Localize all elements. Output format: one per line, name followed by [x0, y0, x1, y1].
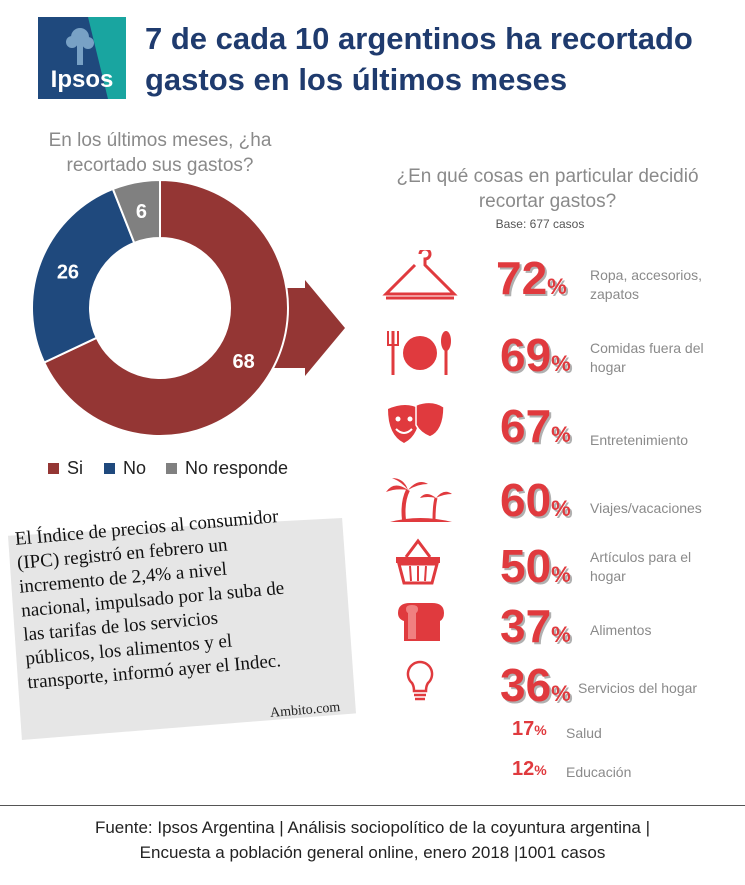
lightbulb-icon [406, 660, 434, 701]
label-line-2: hogar [590, 568, 626, 584]
donut-label-no-responde: 6 [136, 201, 147, 223]
legend-label-si: Si [67, 458, 84, 478]
category-row: 36% Servicios del hogar [380, 656, 740, 711]
breakdown-question: ¿En qué cosas en particular decidió reco… [370, 164, 725, 214]
legend-item-si: Si [48, 458, 83, 479]
label-line-1: Alimentos [590, 622, 652, 638]
label-line-1: Artículos para el [590, 549, 692, 565]
category-row: 60% Viajes/vacaciones [380, 470, 740, 525]
category-row: 37% Alimentos [380, 597, 740, 652]
value-number: 67 [500, 400, 552, 452]
label-line-1: Comidas fuera del [590, 340, 704, 356]
label-line-2: zapatos [590, 286, 640, 302]
legend-item-nr: No responde [166, 458, 288, 479]
label-line-1: Servicios del hogar [578, 680, 698, 696]
donut-slice-si [42, 180, 289, 437]
palm-trees-icon [386, 478, 452, 522]
value-number: 50 [500, 540, 552, 592]
legend-label-nr: No responde [185, 458, 289, 478]
label-viajes: Viajes/vacaciones [590, 499, 702, 518]
logo-text: Ipsos [51, 66, 114, 93]
title-line-1: 7 de cada 10 argentinos ha recortado [145, 21, 693, 56]
footer-divider [0, 805, 745, 806]
donut-slice-no [31, 187, 136, 364]
bread-icon [398, 603, 444, 641]
footer: Fuente: Ipsos Argentina | Análisis socio… [0, 815, 745, 865]
base-count: Base: 677 casos [495, 217, 585, 231]
value-number: 72 [496, 252, 548, 304]
label-line-1: Entretenimiento [590, 432, 689, 448]
value-viajes: 60% [500, 477, 571, 532]
label-servicios: Servicios del hogar [578, 679, 697, 698]
legend-item-no: No [104, 458, 146, 479]
donut-label-si: 68 [232, 351, 254, 373]
value-number: 36 [500, 659, 552, 711]
value-servicios: 36% [500, 662, 571, 717]
label-salud: Salud [566, 725, 602, 741]
label-line-1: Ropa, accesorios, [590, 267, 703, 283]
category-row: 67% Entretenimiento [380, 397, 740, 452]
value-unit: % [551, 422, 571, 447]
category-row: 50% Artículos para el hogar [380, 537, 740, 592]
legend-swatch-si [48, 463, 59, 474]
breakdown-question-line-2: recortar gastos? [478, 191, 617, 212]
value-articulos: 50% [500, 543, 571, 598]
label-entretenimiento: Entretenimiento [590, 431, 688, 450]
value-unit: % [551, 351, 571, 376]
page-title: 7 de cada 10 argentinos ha recortado gas… [145, 18, 735, 100]
donut-question-line-2: recortado sus gastos? [66, 155, 254, 176]
label-alimentos: Alimentos [590, 621, 651, 640]
value-unit: % [547, 274, 567, 299]
value-comidas: 69% [500, 332, 571, 387]
value-unit: % [534, 722, 547, 738]
label-line-1: Viajes/vacaciones [590, 500, 702, 516]
cutlery-icon [387, 331, 451, 375]
value-number: 17 [512, 718, 535, 740]
donut-question: En los últimos meses, ¿ha recortado sus … [20, 128, 300, 178]
footer-line-1: Fuente: Ipsos Argentina | Análisis socio… [94, 818, 651, 837]
value-number: 69 [500, 329, 552, 381]
value-entretenimiento: 67% [500, 403, 571, 458]
value-number: 12 [512, 758, 535, 780]
news-clipping-text: El Índice de precios al consumidor (IPC)… [14, 499, 357, 695]
breakdown-question-line-1: ¿En qué cosas en particular decidió [396, 166, 699, 187]
value-number: 60 [500, 474, 552, 526]
label-comidas: Comidas fuera del hogar [590, 339, 704, 377]
ipsos-logo: Ipsos [38, 17, 126, 99]
value-unit: % [551, 496, 571, 521]
legend-swatch-nr [166, 463, 177, 474]
legend-swatch-no [104, 463, 115, 474]
basket-icon [396, 538, 440, 585]
label-educacion: Educación [566, 764, 632, 780]
value-unit: % [551, 622, 571, 647]
category-row: 69% Comidas fuera del hogar [380, 327, 740, 382]
news-clipping-background [8, 518, 356, 740]
label-line-2: hogar [590, 359, 626, 375]
donut-label-no: 26 [57, 262, 79, 284]
label-ropa: Ropa, accesorios, zapatos [590, 266, 702, 304]
value-ropa: 72% [496, 255, 567, 310]
value-salud: 17% [512, 718, 547, 741]
donut-question-line-1: En los últimos meses, ¿ha [48, 130, 272, 151]
value-unit: % [551, 562, 571, 587]
donut-slice-no-responde [111, 180, 161, 245]
title-line-2: gastos en los últimos meses [145, 62, 568, 97]
donut-chart: 68 26 6 [31, 180, 345, 437]
value-alimentos: 37% [500, 603, 571, 658]
value-educacion: 12% [512, 758, 547, 781]
footer-line-2: Encuesta a población general online, ene… [139, 843, 606, 862]
category-row: 72% Ropa, accesorios, zapatos [380, 250, 740, 305]
value-unit: % [551, 681, 571, 706]
legend-label-no: No [123, 458, 147, 478]
value-unit: % [534, 762, 547, 778]
hanger-icon [382, 250, 458, 300]
theater-masks-icon [388, 401, 445, 443]
value-number: 37 [500, 600, 552, 652]
label-articulos: Artículos para el hogar [590, 548, 691, 586]
